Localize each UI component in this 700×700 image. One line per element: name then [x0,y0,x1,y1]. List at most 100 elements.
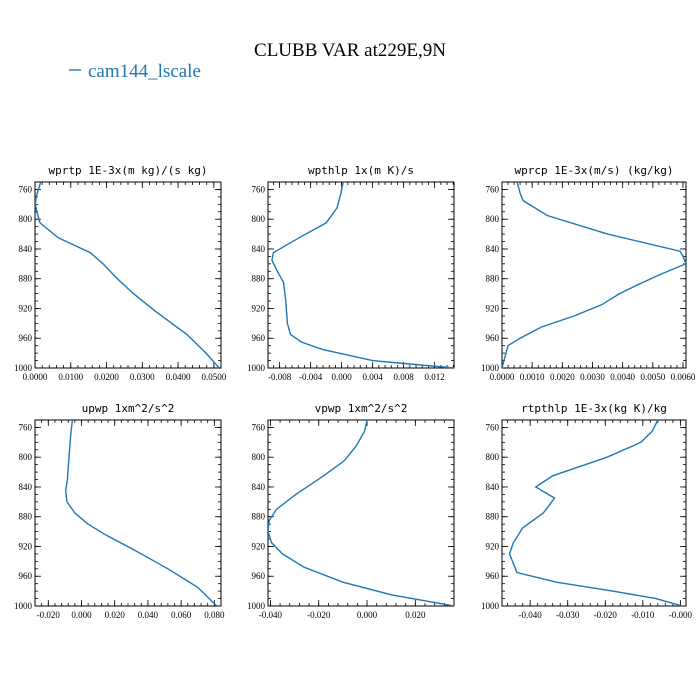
chart-title: wpthlp 1x(m K)/s [308,164,414,177]
chart-title: upwp 1xm^2/s^2 [82,402,175,415]
x-tick-label: 0.080 [204,610,225,620]
y-tick-label: 800 [19,214,33,224]
x-tick-label: 0.0100 [58,372,83,382]
x-tick-label: 0.012 [425,372,445,382]
y-tick-label: 760 [252,184,266,194]
y-tick-label: 760 [486,184,500,194]
series-line [271,182,454,368]
chart-panel-5: vpwp 1xm^2/s^2 -0.040 -0.020 0.000 0.020 760 8… [247,402,455,620]
y-tick-label: 880 [486,512,500,522]
x-tick-label: 0.000 [71,610,92,620]
x-tick-label: 0.0000 [23,372,48,382]
y-tick-label: 920 [19,303,33,313]
x-tick-label: -0.040 [519,610,543,620]
y-tick-label: 960 [19,333,33,343]
series-line [64,420,218,606]
y-tick-label: 760 [19,184,33,194]
y-tick-label: 760 [252,422,266,432]
x-tick-label: 0.008 [394,372,415,382]
x-tick-label: 0.0050 [640,372,665,382]
x-tick-label: -0.020 [594,610,618,620]
figure-title: CLUBB VAR at229E,9N [254,40,446,61]
y-tick-label: 960 [486,571,500,581]
x-tick-label: -0.008 [268,372,292,382]
y-tick-label: 1000 [14,363,33,373]
x-tick-label: -0.040 [259,610,283,620]
y-tick-label: 1000 [247,363,266,373]
y-tick-label: 920 [486,541,500,551]
plot-frame [501,181,687,369]
y-tick-label: 1000 [481,363,500,373]
x-tick-label: 0.060 [171,610,192,620]
y-tick-label: 1000 [14,601,33,611]
y-tick-label: 800 [486,214,500,224]
x-tick-label: -0.030 [556,610,580,620]
y-tick-label: 800 [19,452,33,462]
y-tick-label: 760 [486,422,500,432]
x-tick-label: 0.020 [405,610,426,620]
legend-label: cam144_lscale [88,61,201,82]
y-tick-label: 880 [19,274,33,284]
x-tick-label: 0.0500 [201,372,226,382]
x-tick-label: 0.0200 [94,372,119,382]
y-tick-label: 840 [19,244,33,254]
x-tick-label: 0.0060 [671,372,696,382]
x-tick-label: 0.020 [105,610,126,620]
x-tick-label: 0.0020 [550,372,575,382]
y-tick-label: 960 [252,333,266,343]
x-tick-label: 0.004 [363,372,384,382]
x-tick-label: 0.0300 [130,372,155,382]
y-tick-label: 840 [486,482,500,492]
y-tick-label: 880 [252,512,266,522]
y-tick-label: 880 [252,274,266,284]
y-tick-label: 800 [486,452,500,462]
x-tick-label: 0.0000 [490,372,515,382]
y-tick-label: 960 [252,571,266,581]
chart-title: rtpthlp 1E-3x(kg K)/kg [521,402,667,415]
plot-frame [267,181,455,369]
y-tick-label: 760 [19,422,33,432]
plot-frame [34,419,222,607]
plot-frame [267,419,455,607]
x-tick-label: 0.0030 [580,372,605,382]
y-tick-label: 840 [19,482,33,492]
chart-panel-3: wprcp 1E-3x(m/s) (kg/kg) 0.0000 0.0010 0.00… [481,164,696,382]
chart-panel-2: wpthlp 1x(m K)/s -0.008 -0.004 0.000 0.004 0.… [247,164,455,382]
y-tick-label: 800 [252,452,266,462]
x-tick-label: -0.010 [631,610,655,620]
y-tick-label: 840 [252,482,266,492]
x-tick-label: 0.0040 [610,372,635,382]
y-tick-label: 880 [19,512,33,522]
plot-frame [501,419,687,607]
y-tick-label: 1000 [481,601,500,611]
chart-panel-1: wprtp 1E-3x(m kg)/(s kg) 0.0000 0.0100 0.02… [14,164,227,382]
y-tick-label: 920 [252,541,266,551]
chart-title: wprtp 1E-3x(m kg)/(s kg) [49,164,208,177]
x-tick-label: 0.000 [357,610,378,620]
x-tick-label: 0.0010 [520,372,545,382]
y-tick-label: 960 [19,571,33,581]
y-tick-label: 840 [486,244,500,254]
y-tick-label: 800 [252,214,266,224]
y-tick-label: 960 [486,333,500,343]
x-tick-label: -0.000 [669,610,693,620]
x-tick-label: 0.0400 [166,372,191,382]
chart-title: vpwp 1xm^2/s^2 [315,402,408,415]
x-tick-label: 0.040 [138,610,159,620]
chart-panel-4: upwp 1xm^2/s^2 -0.020 0.000 0.020 0.040 0.060… [14,402,225,620]
chart-panel-6: rtpthlp 1E-3x(kg K)/kg -0.040 -0.030 -0.020… [481,402,692,620]
chart-title: wprcp 1E-3x(m/s) (kg/kg) [515,164,674,177]
x-tick-label: -0.020 [37,610,61,620]
y-tick-label: 840 [252,244,266,254]
x-tick-label: -0.004 [299,372,323,382]
series-line [508,420,683,606]
series-line [268,420,454,606]
x-tick-label: -0.020 [307,610,331,620]
y-tick-label: 880 [486,274,500,284]
y-tick-label: 920 [252,303,266,313]
y-tick-label: 920 [19,541,33,551]
x-tick-label: 0.000 [332,372,353,382]
y-tick-label: 920 [486,303,500,313]
y-tick-label: 1000 [247,601,266,611]
